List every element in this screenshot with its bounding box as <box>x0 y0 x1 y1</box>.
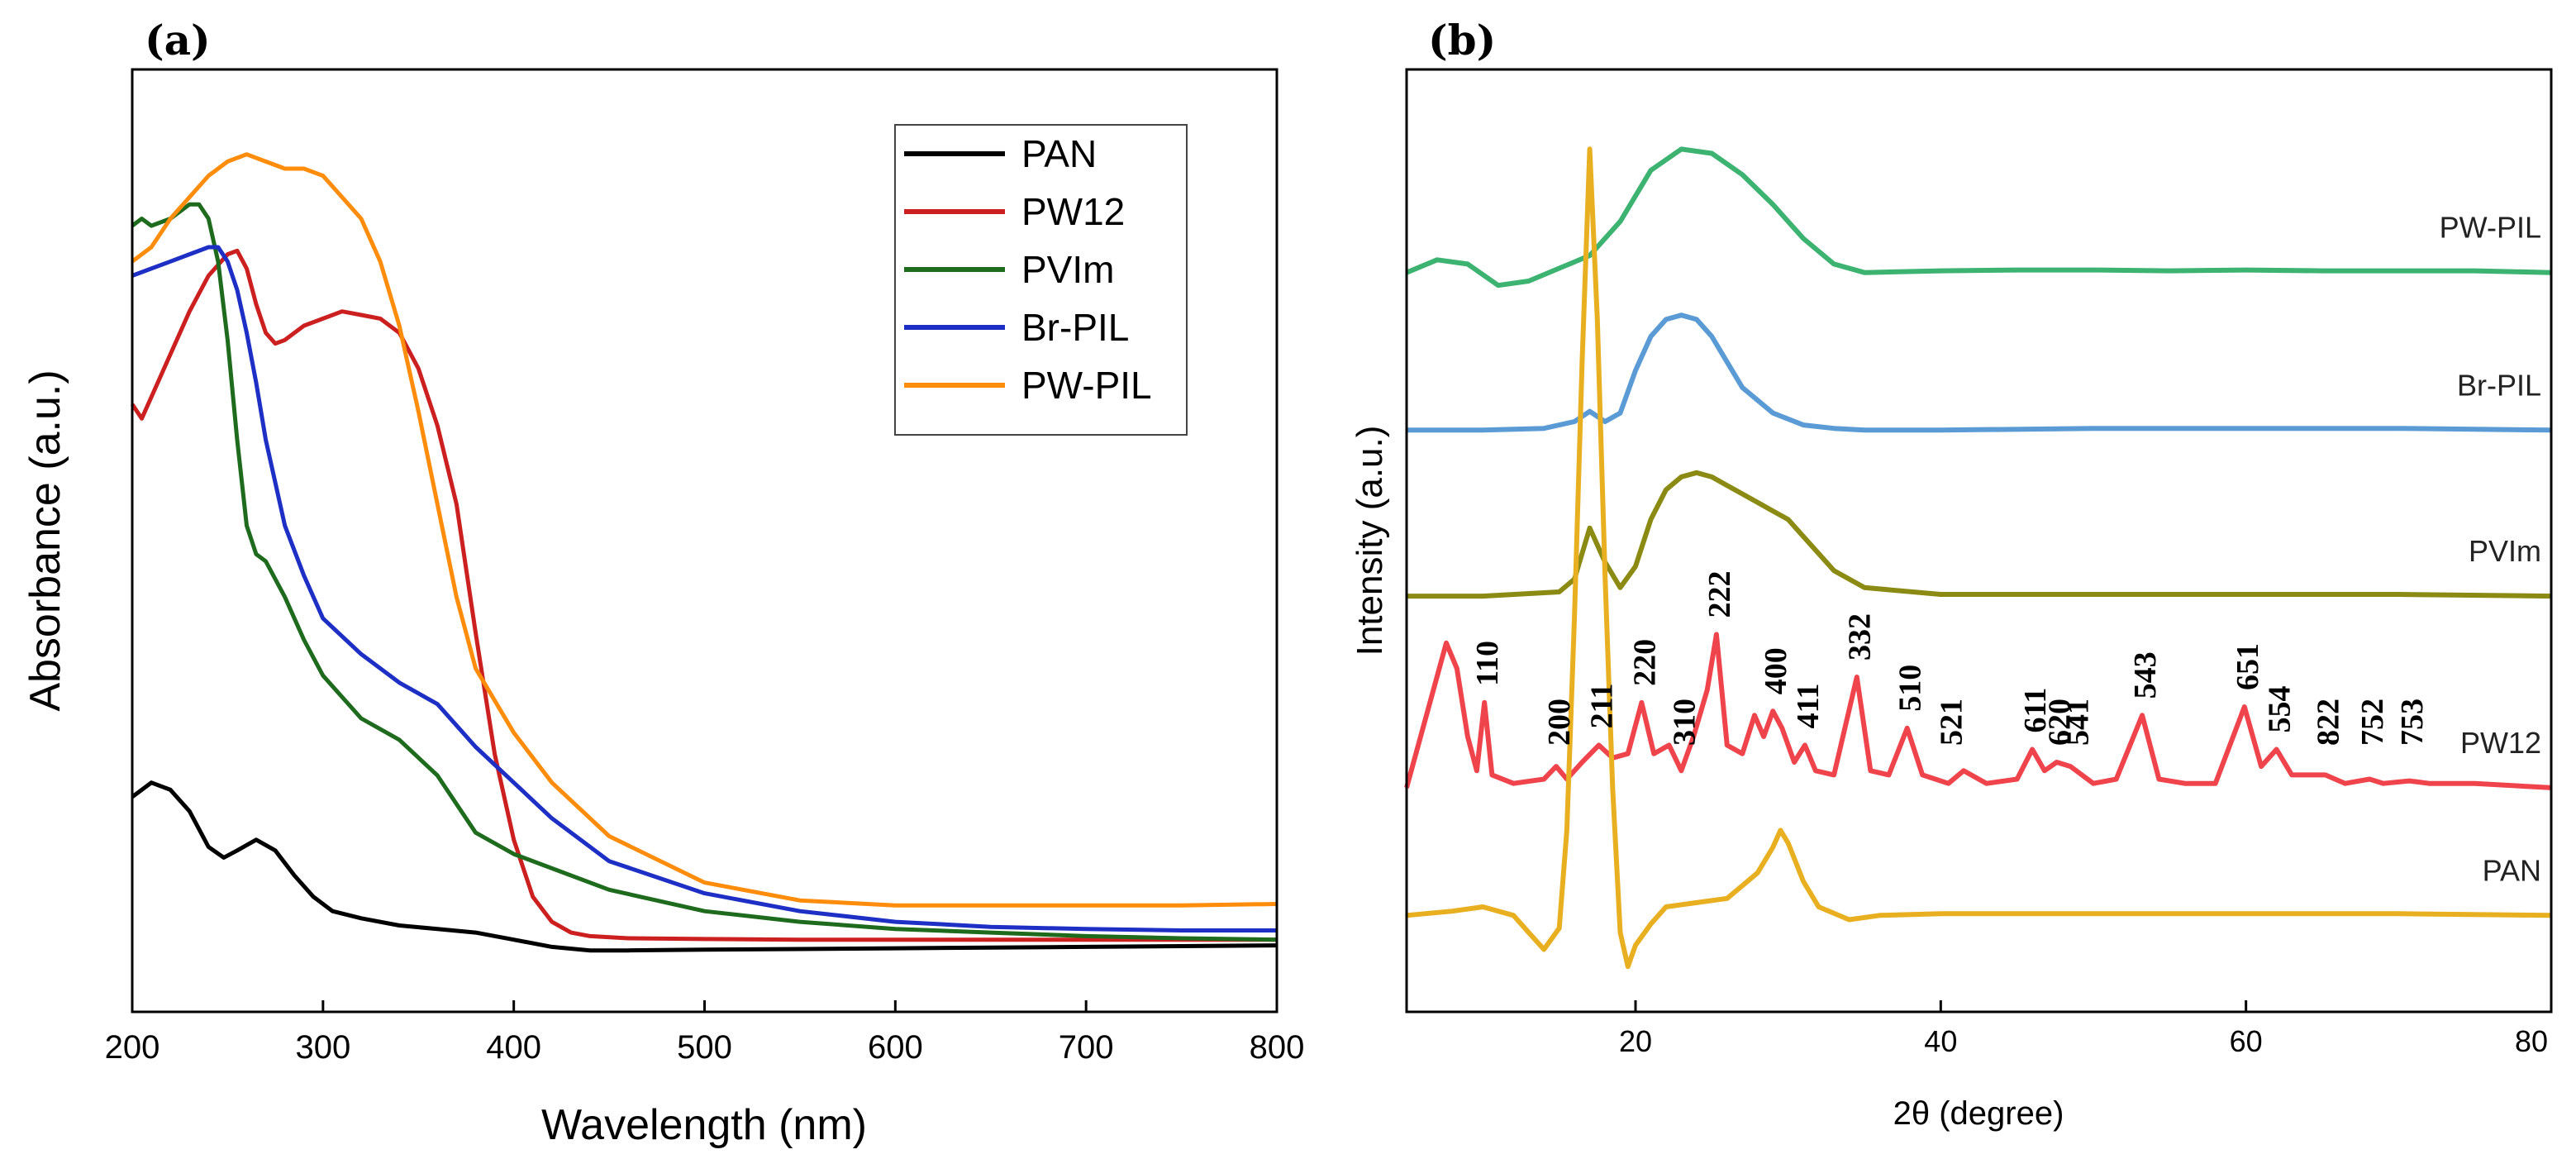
x-tick-label-600: 600 <box>868 1029 923 1066</box>
peak-label-541: 541 <box>2061 699 2096 746</box>
peak-label-411: 411 <box>1791 684 1826 729</box>
panel-b-x-ticks: 20 40 60 80 <box>1619 1000 2553 1058</box>
peak-label-651: 651 <box>2231 643 2265 690</box>
peak-label-222: 222 <box>1702 571 1737 618</box>
series-line-pvim <box>131 202 1278 942</box>
peak-label-521: 521 <box>1935 699 1969 746</box>
peak-label-543: 543 <box>2128 651 2163 699</box>
series-line-pw12 <box>1404 632 2552 790</box>
legend-label-pan: PAN <box>1021 132 1097 175</box>
curve-label-pan: PAN <box>2483 853 2541 887</box>
x-tick-label-700: 700 <box>1059 1029 1114 1066</box>
legend-box <box>894 124 1188 436</box>
peak-label-110: 110 <box>1470 641 1505 686</box>
series-line-pan <box>131 780 1278 953</box>
curve-label-pvim: PVIm <box>2469 534 2541 568</box>
series-line-pw-pil <box>131 152 1278 908</box>
series-line-br-pil <box>1407 312 2552 433</box>
peak-label-752: 752 <box>2355 699 2390 746</box>
panel-a-plot-area <box>130 152 1278 953</box>
peak-label-753: 753 <box>2395 699 2430 746</box>
peak-label-620: 620 <box>2043 699 2078 746</box>
series-line-pan <box>1406 146 2552 970</box>
x-tick-label-200: 200 <box>105 1029 160 1066</box>
panel-b-x-axis-label: 2θ (degree) <box>1893 1095 2064 1132</box>
series-line-pw-pil <box>1405 146 2552 289</box>
panel-b-frame <box>1405 68 2553 1014</box>
legend-label-pw-pil: PW-PIL <box>1021 364 1152 407</box>
panel-b-label: (b) <box>1428 16 1496 64</box>
panel-a-label: (a) <box>145 16 211 64</box>
x-tick-label-500: 500 <box>677 1029 732 1066</box>
x-tick-label-400: 400 <box>486 1029 541 1066</box>
panel-b-plot-area <box>1404 146 2552 970</box>
curve-label-pw-pil: PW-PIL <box>2440 211 2541 245</box>
curve-label-pw12: PW12 <box>2460 726 2541 760</box>
legend-label-pvim: PVIm <box>1021 248 1114 291</box>
peak-label-554: 554 <box>2263 686 2297 733</box>
peak-label-310: 310 <box>1667 699 1702 746</box>
peak-label-332: 332 <box>1843 613 1878 661</box>
peak-label-822: 822 <box>2312 699 2346 746</box>
panel-a-x-ticks: 200 300 400 500 600 700 800 <box>105 1000 1305 1066</box>
peak-label-220: 220 <box>1627 639 1662 686</box>
panel-b-y-axis-label: Intensity (a.u.) <box>1350 426 1390 656</box>
x-tick-label-300: 300 <box>295 1029 350 1066</box>
panel-a-y-axis-label: Absorbance (a.u.) <box>21 370 69 711</box>
peak-label-611: 611 <box>2018 688 2053 733</box>
curve-label-br-pil: Br-PIL <box>2457 368 2541 402</box>
x-tick-label-b-20: 20 <box>1619 1024 1652 1058</box>
legend-label-pw12: PW12 <box>1021 190 1125 233</box>
x-tick-label-800: 800 <box>1250 1029 1305 1066</box>
peak-label-211: 211 <box>1585 684 1620 729</box>
peak-label-200: 200 <box>1542 699 1577 746</box>
panel-a-x-axis-label: Wavelength (nm) <box>541 1101 867 1149</box>
panel-b-curve-labels: PW-PIL Br-PIL PVIm PW12 PAN <box>2440 211 2541 888</box>
x-tick-label-b-40: 40 <box>1924 1024 1957 1058</box>
panel-a-legend: PAN PW12 PVIm Br-PIL PW-PIL <box>894 124 1188 436</box>
x-tick-label-b-80: 80 <box>2515 1024 2548 1058</box>
x-tick-label-b-60: 60 <box>2230 1024 2263 1058</box>
legend-label-br-pil: Br-PIL <box>1021 306 1129 349</box>
peak-label-510: 510 <box>1893 665 1928 712</box>
panel-a-uv-vis: (a) 200 300 400 500 600 700 800 Wavelength (nm… <box>21 16 1304 1149</box>
series-line-br-pil <box>131 245 1277 932</box>
peak-label-400: 400 <box>1759 647 1793 694</box>
series-line-pvim <box>1407 470 2552 599</box>
